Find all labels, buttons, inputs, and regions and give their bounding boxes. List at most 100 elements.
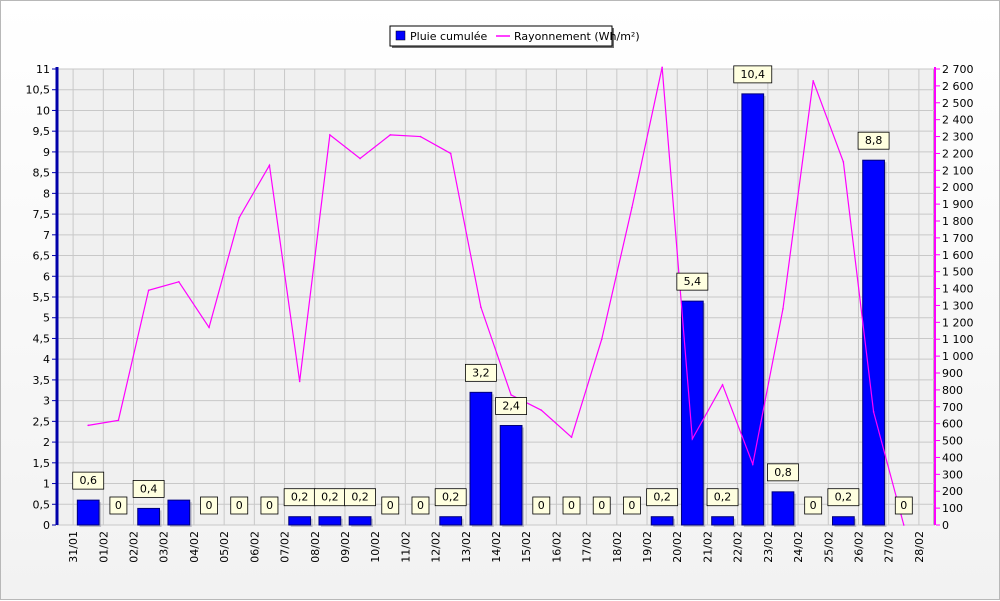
- left-axis-tick-label: 5: [43, 312, 50, 325]
- data-label-box: [381, 496, 400, 515]
- legend-swatch-pluie: [395, 30, 406, 41]
- right-axis-tick-label: 2 300: [942, 131, 974, 144]
- data-label: 0,2: [714, 491, 732, 504]
- x-axis-tick-label: 22/02: [732, 531, 745, 563]
- x-axis-tick-label: 08/02: [309, 531, 322, 563]
- left-axis-tick-label: 3: [43, 395, 50, 408]
- rayonnement-point: [147, 289, 150, 292]
- x-axis-tick-label: 19/02: [641, 531, 654, 563]
- data-label-box: [733, 65, 773, 84]
- rayonnement-line: [88, 67, 905, 526]
- bar: [318, 516, 342, 526]
- right-axis-tick-label: 1 500: [942, 266, 974, 279]
- data-label: 0: [628, 499, 635, 512]
- data-label-box: [827, 488, 860, 507]
- data-label: 10,4: [741, 68, 766, 81]
- data-label: 3,2: [472, 366, 490, 379]
- rayonnement-point: [389, 134, 392, 136]
- right-axis-tick-label: 1 600: [942, 249, 974, 262]
- x-axis-tick-label: 18/02: [611, 531, 624, 563]
- rayonnement-point: [480, 306, 482, 308]
- x-axis-tick-label: 07/02: [279, 531, 292, 563]
- data-label: 0,2: [351, 491, 369, 504]
- right-axis-tick-label: 1 900: [942, 198, 974, 211]
- left-axis-tick-label: 10,5: [26, 84, 51, 97]
- right-axis-tick-label: 100: [942, 502, 963, 515]
- bar: [771, 491, 795, 526]
- x-axis-tick-label: 09/02: [339, 531, 352, 563]
- legend-label-pluie: Pluie cumulée: [410, 30, 488, 43]
- rayonnement-point: [782, 308, 784, 310]
- data-label: 0,4: [140, 482, 158, 495]
- data-label-box: [132, 480, 165, 498]
- right-axis-tick-label: 900: [942, 367, 963, 380]
- right-axis-tick-label: 2 400: [942, 114, 974, 127]
- data-label: 2,4: [502, 400, 520, 413]
- rayonnement-point: [510, 394, 512, 396]
- right-axis-tick-label: 300: [942, 468, 963, 481]
- bar: [76, 499, 100, 526]
- data-label-box: [434, 488, 467, 507]
- data-label: 0: [810, 499, 817, 512]
- left-axis-tick-label: 11: [36, 63, 50, 76]
- data-label: 0: [206, 499, 213, 512]
- right-axis-tick-label: 1 000: [942, 350, 974, 363]
- right-axis-tick-label: 1 100: [942, 333, 974, 346]
- left-axis-tick-label: 6: [43, 270, 50, 283]
- left-axis-tick-label: 10: [36, 104, 50, 117]
- data-label: 0: [266, 499, 273, 512]
- data-label-box: [464, 363, 497, 382]
- left-axis-tick-label: 7,5: [33, 208, 51, 221]
- data-label: 5,4: [684, 275, 702, 288]
- rayonnement-point: [721, 384, 724, 386]
- rayonnement-point: [600, 338, 603, 341]
- x-axis-tick-label: 21/02: [701, 531, 714, 563]
- bar: [650, 516, 674, 526]
- left-axis-tick-label: 9: [43, 146, 50, 159]
- rayonnement-point: [329, 134, 331, 136]
- right-axis-tick-label: 1 400: [942, 283, 974, 296]
- right-axis-tick-label: 1 700: [942, 232, 974, 245]
- data-label: 0: [387, 499, 394, 512]
- rayonnement-point: [570, 436, 573, 438]
- rayonnement-point: [902, 524, 905, 526]
- left-axis-tick-label: 7: [43, 229, 50, 242]
- data-label: 0: [900, 499, 907, 512]
- right-axis-tick-label: 2 600: [942, 80, 974, 93]
- data-label: 0: [115, 499, 122, 512]
- rayonnement-point: [359, 157, 361, 160]
- data-label-box: [706, 488, 739, 507]
- data-label: 8,8: [865, 134, 883, 147]
- data-label: 0,2: [291, 491, 309, 504]
- data-label-box: [857, 131, 890, 150]
- x-axis-tick-label: 16/02: [550, 531, 563, 563]
- data-label: 0,2: [321, 491, 339, 504]
- data-label-box: [72, 471, 105, 490]
- data-label-box: [592, 496, 611, 515]
- left-axis-tick-label: 6,5: [33, 250, 51, 263]
- left-axis-tick-label: 2: [43, 436, 50, 449]
- right-axis-tick-label: 2 500: [942, 97, 974, 110]
- data-label-box: [495, 397, 528, 415]
- x-axis-tick-label: 04/02: [188, 531, 201, 563]
- bar: [167, 499, 191, 526]
- data-label-box: [344, 488, 376, 507]
- left-axis-tick-label: 4: [43, 353, 50, 366]
- right-axis-tick-label: 500: [942, 435, 963, 448]
- left-axis-tick-label: 4,5: [33, 332, 51, 345]
- bar: [862, 159, 885, 526]
- right-axis-tick-label: 600: [942, 418, 963, 431]
- data-label-box: [532, 496, 551, 515]
- x-axis-tick-label: 01/02: [97, 531, 110, 563]
- data-label: 0: [538, 499, 545, 512]
- bar: [348, 516, 372, 526]
- data-label-box: [646, 488, 679, 507]
- rayonnement-point: [631, 206, 633, 209]
- data-label-box: [260, 496, 279, 515]
- bar: [711, 516, 734, 526]
- left-axis-tick-label: 3,5: [33, 374, 51, 387]
- data-label: 0: [417, 499, 424, 512]
- x-axis-tick-label: 12/02: [430, 531, 443, 563]
- x-axis-tick-label: 24/02: [792, 531, 805, 563]
- right-axis-tick-label: 700: [942, 401, 963, 414]
